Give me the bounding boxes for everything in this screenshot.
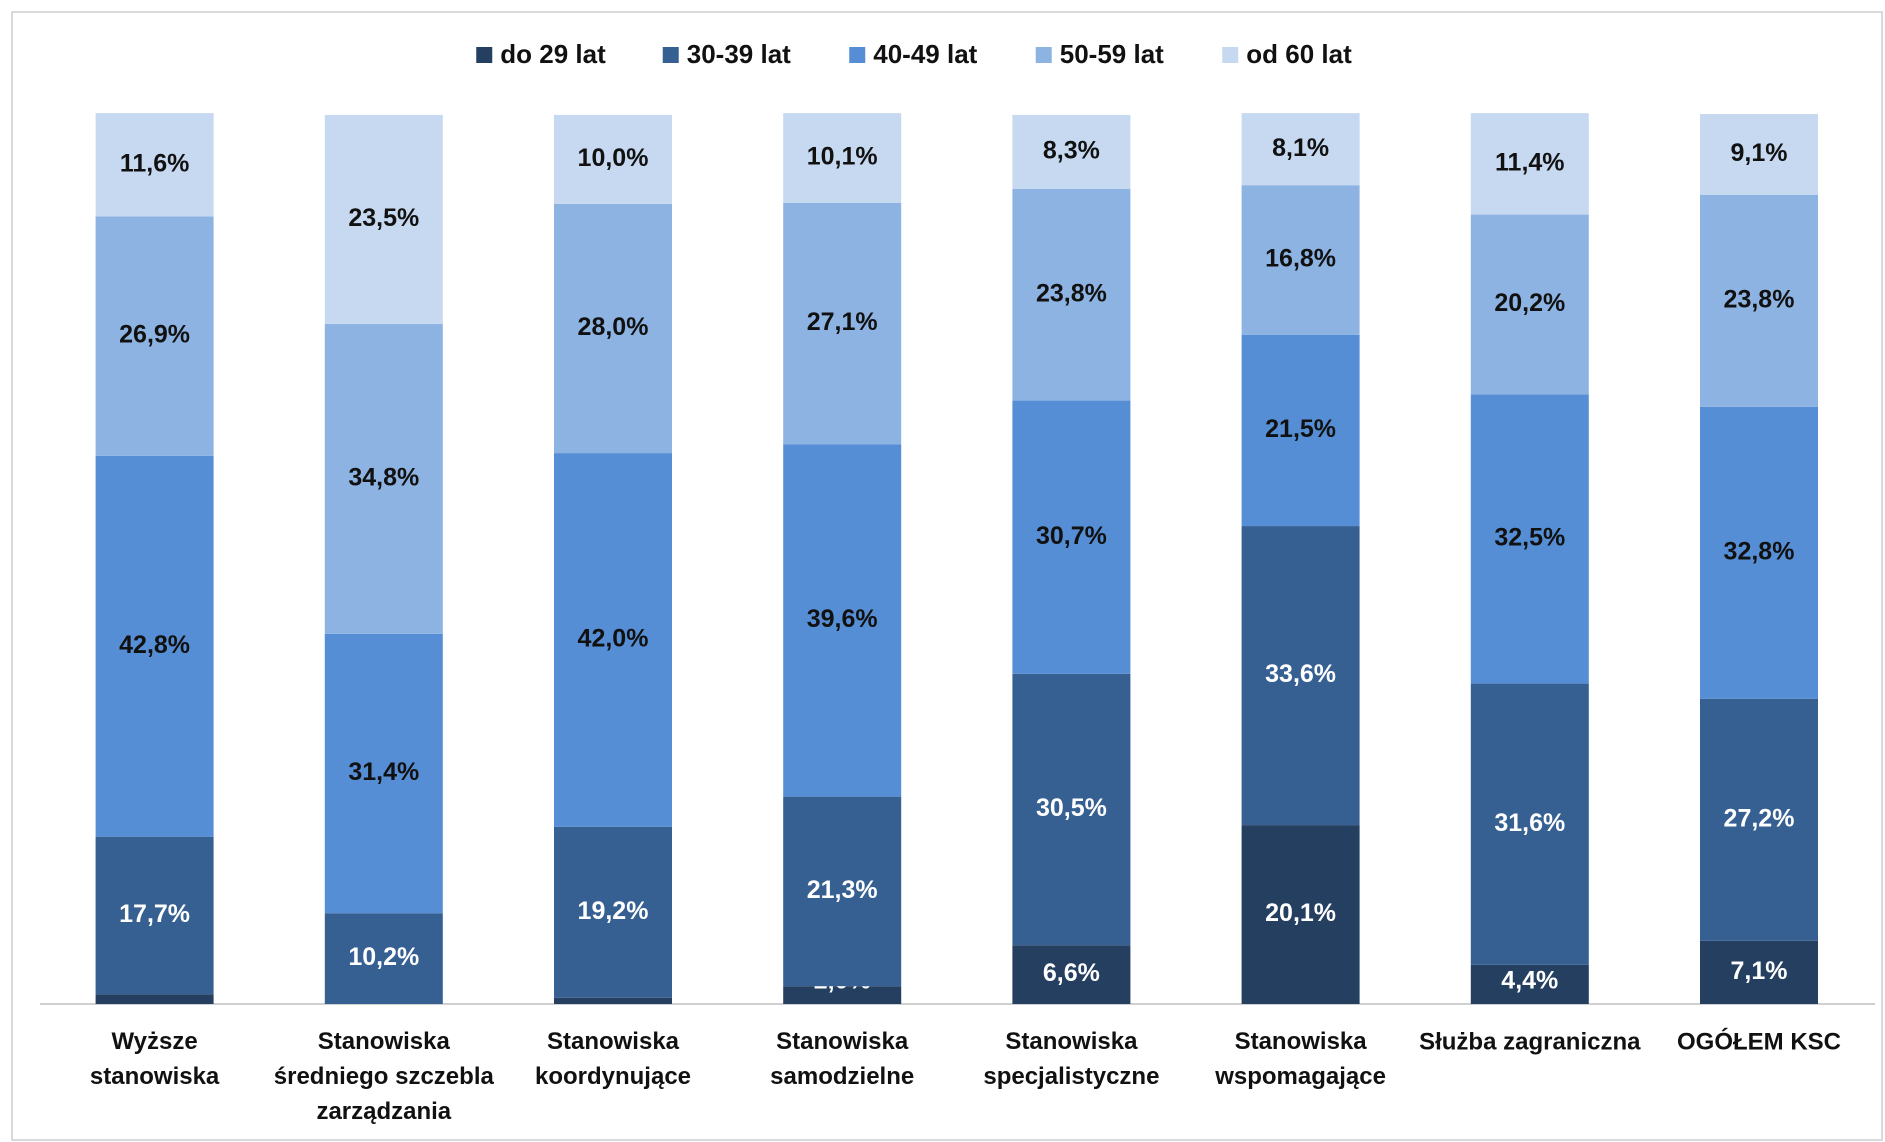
data-label: 34,8% <box>348 464 419 492</box>
bar-segment <box>783 796 902 987</box>
legend-swatch <box>849 47 866 63</box>
bar-segment <box>1470 964 1589 1004</box>
data-label: 11,6% <box>120 149 190 177</box>
x-tick-label: Wyższe stanowiska <box>90 1028 220 1090</box>
data-label: 23,8% <box>1036 279 1107 307</box>
data-label: 11,4% <box>1495 148 1565 176</box>
bar-segment <box>1470 683 1589 965</box>
bar-segment <box>1241 185 1360 335</box>
data-label: 27,2% <box>1724 804 1795 832</box>
x-tick-label: Stanowiska specjalistyczne <box>983 1028 1159 1090</box>
bar-segment <box>1470 113 1589 215</box>
data-label: 6,6% <box>1043 959 1100 987</box>
bar-segment <box>1241 526 1360 826</box>
data-label: 32,5% <box>1494 524 1565 552</box>
bar-segment <box>324 114 443 325</box>
data-label: 27,1% <box>807 308 878 336</box>
bar-segment <box>324 913 443 1004</box>
bar-segment <box>1012 188 1131 401</box>
legend-swatch <box>476 47 493 63</box>
legend-swatch <box>1222 47 1239 63</box>
data-label: 7,1% <box>1731 957 1788 985</box>
bar-segment <box>95 113 214 217</box>
data-label: 32,8% <box>1724 537 1795 565</box>
data-label: 17,7% <box>119 900 190 928</box>
bar-segment <box>1241 825 1360 1004</box>
bar-segment <box>1470 214 1589 395</box>
data-label: 16,8% <box>1265 245 1336 273</box>
bar-segment <box>783 444 902 797</box>
bar-segment <box>95 455 214 837</box>
data-label: 42,0% <box>578 625 649 653</box>
data-label: 33,6% <box>1265 660 1336 688</box>
legend-label: do 29 lat <box>500 39 606 69</box>
data-label: 4,4% <box>1501 967 1558 995</box>
bar-segment <box>783 203 902 445</box>
data-label: 8,1% <box>1272 134 1329 162</box>
bar-segment <box>1241 334 1360 527</box>
bar-segment <box>783 986 902 1004</box>
data-label: 39,6% <box>807 605 878 633</box>
data-label: 10,1% <box>807 143 878 171</box>
bar-segment <box>554 826 672 998</box>
bar-segment <box>1012 400 1131 674</box>
bar-segment <box>324 324 443 634</box>
data-label: 10,0% <box>578 144 649 172</box>
x-tick-label: Stanowiska średniego szczebla zarządzania <box>274 1028 495 1125</box>
data-label: 28,0% <box>578 313 649 341</box>
bar-segment <box>1470 394 1589 684</box>
legend-swatch <box>662 47 679 63</box>
bar-segment <box>783 113 902 203</box>
chart-frame <box>11 11 1883 1141</box>
bar-segment <box>1012 673 1131 946</box>
bar-segment <box>324 633 443 914</box>
bar-segment <box>554 997 672 1004</box>
bar-segment <box>1012 114 1131 189</box>
data-label: 26,9% <box>119 321 190 349</box>
x-tick-label: Stanowiska wspomagające <box>1214 1028 1386 1090</box>
legend-swatch <box>1035 47 1052 63</box>
data-label: 8,3% <box>1043 136 1100 164</box>
data-label: 20,2% <box>1494 289 1565 317</box>
bar-segment <box>1700 114 1818 195</box>
data-label: 23,8% <box>1724 286 1795 314</box>
data-label: 42,8% <box>119 631 190 659</box>
legend-label: od 60 lat <box>1246 39 1352 69</box>
data-label: 31,6% <box>1494 809 1565 837</box>
data-label: 20,1% <box>1265 899 1336 927</box>
data-label: 19,2% <box>578 897 649 925</box>
legend-label: 50-59 lat <box>1060 39 1164 69</box>
bar-segment <box>1700 406 1818 699</box>
x-tick-label: Stanowiska koordynujące <box>535 1028 691 1090</box>
bar-segment <box>1700 698 1818 941</box>
bar-segment <box>95 216 214 456</box>
data-label: 30,7% <box>1036 522 1107 550</box>
legend-label: 30-39 lat <box>687 39 791 69</box>
data-label: 21,5% <box>1265 415 1336 443</box>
data-label: 9,1% <box>1731 139 1788 167</box>
bar-segment <box>1700 194 1818 407</box>
bar-segment <box>554 453 672 827</box>
bar-segment <box>1700 940 1818 1004</box>
bar-segment <box>554 203 672 454</box>
legend-label: 40-49 lat <box>873 39 977 69</box>
data-label: 23,5% <box>348 204 419 232</box>
x-tick-label: Stanowiska samodzielne <box>770 1028 914 1090</box>
bar-segment <box>1012 945 1131 1004</box>
data-label: 30,5% <box>1036 794 1107 822</box>
bar-segment <box>1241 113 1360 186</box>
data-label: 10,2% <box>348 943 419 971</box>
data-label: 21,3% <box>807 876 878 904</box>
bar-segment <box>95 994 214 1004</box>
bar-segment <box>554 114 672 204</box>
data-label: 31,4% <box>348 758 419 786</box>
x-tick-label: Służba zagraniczna <box>1419 1028 1641 1055</box>
x-tick-label: OGÓŁEM KSC <box>1677 1027 1841 1055</box>
bar-segment <box>95 836 214 995</box>
